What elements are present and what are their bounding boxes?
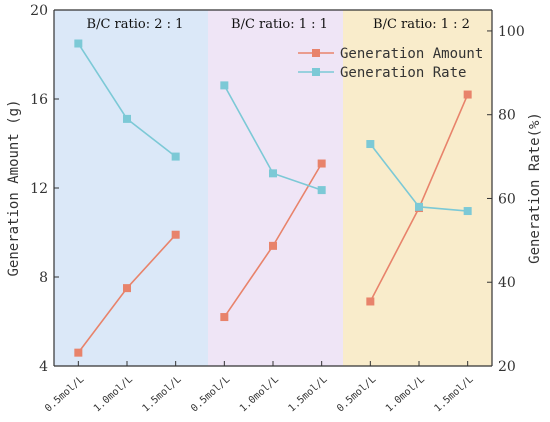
data-point [463, 90, 472, 99]
y2-tick-label: 20 [498, 359, 516, 375]
x-tick-label: 1.5mol/L [287, 374, 330, 414]
legend: Generation Amount Generation Rate [298, 46, 483, 81]
legend-label: Generation Amount [340, 46, 483, 62]
legend-marker [312, 49, 320, 57]
x-tick-label: 0.5mol/L [43, 374, 86, 414]
data-point [366, 297, 375, 306]
y-tick-label: 16 [30, 92, 48, 108]
y-tick-label: 20 [30, 3, 48, 19]
band-background-3 [343, 10, 492, 366]
data-point [171, 152, 180, 161]
y2-axis-title: Generation Rate(%) [527, 112, 543, 264]
series-generation-rate [74, 39, 472, 216]
x-tick-label: 1.5mol/L [141, 374, 184, 414]
legend-label: Generation Rate [340, 65, 466, 81]
data-point [220, 81, 229, 90]
y2-tick-label: 100 [498, 24, 525, 40]
data-point [317, 159, 326, 168]
data-point [269, 169, 277, 178]
data-point [463, 207, 472, 216]
data-point [317, 186, 326, 195]
data-point [220, 313, 229, 322]
x-tick-label: 1.0mol/L [92, 374, 135, 414]
data-point [123, 284, 131, 293]
data-point [123, 114, 131, 123]
data-point [269, 241, 277, 250]
band-label-2: B/C ratio: 1 : 1 [231, 17, 328, 32]
y-axis-title: Generation Amount (g) [6, 99, 22, 276]
y2-tick-label: 80 [498, 108, 516, 124]
data-point [74, 348, 83, 357]
data-point [171, 230, 180, 239]
x-tick-label: 1.5mol/L [433, 374, 476, 414]
data-point [366, 140, 375, 149]
y-tick-label: 4 [39, 359, 48, 375]
y2-tick-label: 60 [498, 191, 516, 207]
data-point [74, 39, 83, 48]
band-label-1: B/C ratio: 2 : 1 [87, 17, 184, 32]
band-background-1 [54, 10, 208, 366]
legend-marker [312, 68, 320, 76]
band-label-3: B/C ratio: 1 : 2 [373, 17, 470, 32]
data-point [415, 202, 423, 211]
band-backgrounds [54, 10, 492, 366]
band-labels: B/C ratio: 2 : 1 B/C ratio: 1 : 1 B/C rati… [87, 17, 470, 32]
x-tick-label: 1.0mol/L [238, 374, 281, 414]
x-tick-label: 0.5mol/L [189, 374, 232, 414]
series-layer [74, 39, 472, 357]
x-tick-label: 1.0mol/L [384, 374, 427, 414]
y-tick-label: 12 [30, 181, 48, 197]
x-tick-label: 0.5mol/L [335, 374, 378, 414]
y2-tick-label: 40 [498, 275, 516, 291]
y-tick-label: 8 [39, 270, 48, 286]
